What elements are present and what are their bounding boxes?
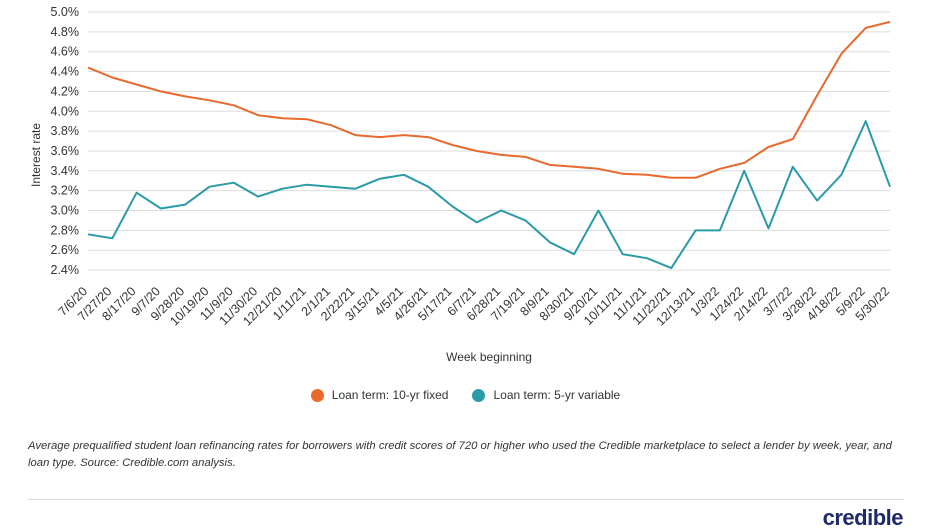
legend-marker-fixed xyxy=(310,388,324,402)
y-tick-label: 2.6% xyxy=(51,243,80,257)
series-line-1 xyxy=(87,120,891,270)
chart-caption: Average prequalified student loan refina… xyxy=(28,440,892,469)
y-tick-label: 3.2% xyxy=(51,184,80,198)
x-axis-title: Week beginning xyxy=(446,350,532,364)
y-tick-label: 4.0% xyxy=(51,104,80,118)
y-tick-label: 4.4% xyxy=(51,65,80,79)
y-tick-label: 3.0% xyxy=(51,204,80,218)
legend-item-fixed[interactable]: Loan term: 10-yr fixed xyxy=(310,388,449,402)
chart-plot: 2.4% 2.6% 2.8% 3.0% 3.2% 3.4% 3.6% 3.8% 4.0% 4.2%… xyxy=(29,5,892,364)
y-axis-title: Interest rate xyxy=(29,123,43,187)
legend-label-variable: Loan term: 5-yr variable xyxy=(493,388,621,402)
y-tick-label: 5.0% xyxy=(51,5,80,19)
legend-label-fixed: Loan term: 10-yr fixed xyxy=(331,388,449,402)
legend-marker-variable xyxy=(472,388,486,402)
chart-legend: Loan term: 10-yr fixed Loan term: 5-yr v… xyxy=(0,388,931,402)
y-tick-label: 4.2% xyxy=(51,84,80,98)
y-tick-label: 2.4% xyxy=(51,263,80,277)
credible-logo: credible xyxy=(822,505,904,530)
y-tick-label: 4.6% xyxy=(51,45,80,59)
y-tick-label: 3.6% xyxy=(51,144,80,158)
footer-divider xyxy=(28,499,904,500)
series-line-0 xyxy=(87,20,891,179)
y-tick-label: 2.8% xyxy=(51,223,80,237)
y-tick-label: 3.8% xyxy=(51,124,80,138)
y-tick-label: 3.4% xyxy=(51,164,80,178)
legend-item-variable[interactable]: Loan term: 5-yr variable xyxy=(472,388,620,402)
y-tick-label: 4.8% xyxy=(51,25,80,39)
